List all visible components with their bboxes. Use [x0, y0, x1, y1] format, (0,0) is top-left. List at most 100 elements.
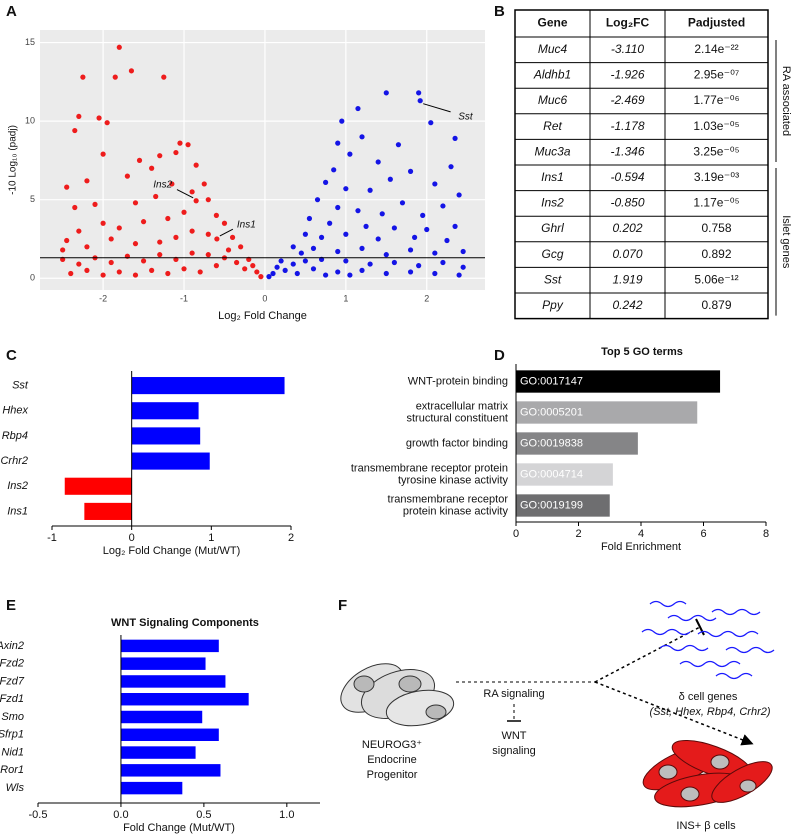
plot-background: [40, 30, 485, 290]
y-tick-label: Axin2: [0, 640, 24, 652]
y-tick-label: extracellular matrix: [416, 400, 509, 412]
point: [177, 140, 183, 146]
bar-label: GO:0004714: [520, 468, 583, 480]
point: [140, 219, 147, 225]
point: [294, 270, 300, 277]
point: [72, 204, 78, 211]
bar: [131, 452, 210, 470]
point: [367, 187, 373, 193]
inhibition-bar: [695, 618, 705, 636]
point: [379, 211, 385, 217]
chart-title: Top 5 GO terms: [601, 346, 683, 358]
point: [214, 236, 220, 242]
point: [417, 98, 423, 104]
point: [234, 259, 240, 266]
panel-letter: D: [494, 347, 505, 364]
point: [193, 162, 199, 168]
point: [157, 153, 163, 159]
table-cell: -0.594: [610, 170, 644, 184]
point: [238, 244, 244, 250]
bar: [120, 710, 203, 724]
progenitor-cells: [340, 663, 455, 727]
bar: [516, 494, 610, 517]
point: [72, 127, 78, 134]
point: [100, 272, 106, 278]
point: [355, 208, 361, 214]
point: [229, 234, 236, 240]
point: [359, 267, 365, 273]
diagram-label: INS+ β cells: [676, 820, 736, 832]
bar: [516, 463, 613, 486]
point: [76, 228, 82, 234]
table-cell: 5.06e⁻¹²: [694, 272, 738, 286]
point: [274, 264, 280, 270]
point: [375, 236, 381, 242]
y-tick-label: structural constituent: [407, 412, 509, 424]
point: [327, 220, 333, 226]
y-tick-label: Crhr2: [0, 455, 28, 467]
table-cell: Muc4: [538, 42, 568, 56]
table-cell: 0.070: [612, 247, 642, 261]
point: [84, 267, 90, 273]
y-tick-label: transmembrane receptor protein: [351, 462, 508, 474]
point: [181, 209, 187, 215]
x-axis-label: Log₂ Fold Change (Mut/WT): [103, 545, 241, 557]
point: [104, 120, 110, 126]
x-tick-label: -1: [180, 293, 188, 303]
point: [343, 258, 349, 264]
diagram-label: RA signaling: [483, 688, 544, 700]
point: [282, 267, 288, 273]
point: [189, 189, 195, 195]
table-border: [514, 9, 769, 320]
x-axis-label: Fold Change (Mut/WT): [123, 822, 235, 834]
point: [367, 261, 373, 267]
bar-label: GO:0019199: [520, 499, 583, 511]
x-tick-label: 2: [575, 528, 581, 540]
diagram: NEUROG3⁺ Endocrine Progenitor RA signali…: [340, 600, 775, 832]
point: [108, 236, 114, 242]
bar: [120, 746, 196, 759]
table-cell: 0.242: [612, 298, 642, 312]
annotation-line: [176, 189, 194, 199]
bar: [131, 427, 201, 445]
table-cell: 0.202: [612, 221, 642, 235]
table-cell: 2.95e⁻⁰⁷: [694, 68, 740, 82]
y-tick-label: 0: [30, 273, 35, 283]
point: [76, 113, 82, 120]
x-tick-label: 0.0: [113, 809, 128, 821]
point: [116, 269, 122, 275]
diagram-label: signaling: [492, 745, 535, 757]
point: [383, 270, 389, 277]
point: [116, 225, 122, 231]
table-cell: 3.25e⁻⁰⁵: [693, 144, 739, 158]
x-tick-label: 0: [129, 532, 135, 544]
table-cell: -2.469: [610, 93, 644, 107]
point: [456, 192, 462, 198]
annotation-line: [219, 228, 234, 237]
table-cell: 1.03e⁻⁰⁵: [693, 119, 739, 133]
point: [452, 135, 458, 141]
point: [92, 201, 98, 207]
point: [157, 239, 163, 245]
panel-letter: C: [6, 347, 17, 364]
y-tick-label: Hhex: [2, 405, 28, 417]
point: [221, 220, 228, 226]
point: [383, 90, 389, 96]
point: [80, 74, 86, 80]
point: [428, 120, 434, 126]
point: [201, 181, 207, 187]
point: [173, 149, 179, 156]
point: [242, 266, 248, 272]
point: [185, 142, 191, 148]
y-axis-label: -10 Log₁₀ (padj): [8, 125, 19, 195]
point: [420, 212, 426, 218]
table-cell: 0.879: [701, 298, 731, 312]
bar: [131, 377, 285, 395]
table-header: Log₂FC: [606, 16, 650, 30]
bar: [120, 639, 219, 653]
x-tick-label: 0: [262, 293, 267, 303]
y-tick-label: Ror1: [0, 764, 24, 776]
point: [314, 197, 321, 203]
y-tick-label: Ins2: [7, 480, 28, 492]
